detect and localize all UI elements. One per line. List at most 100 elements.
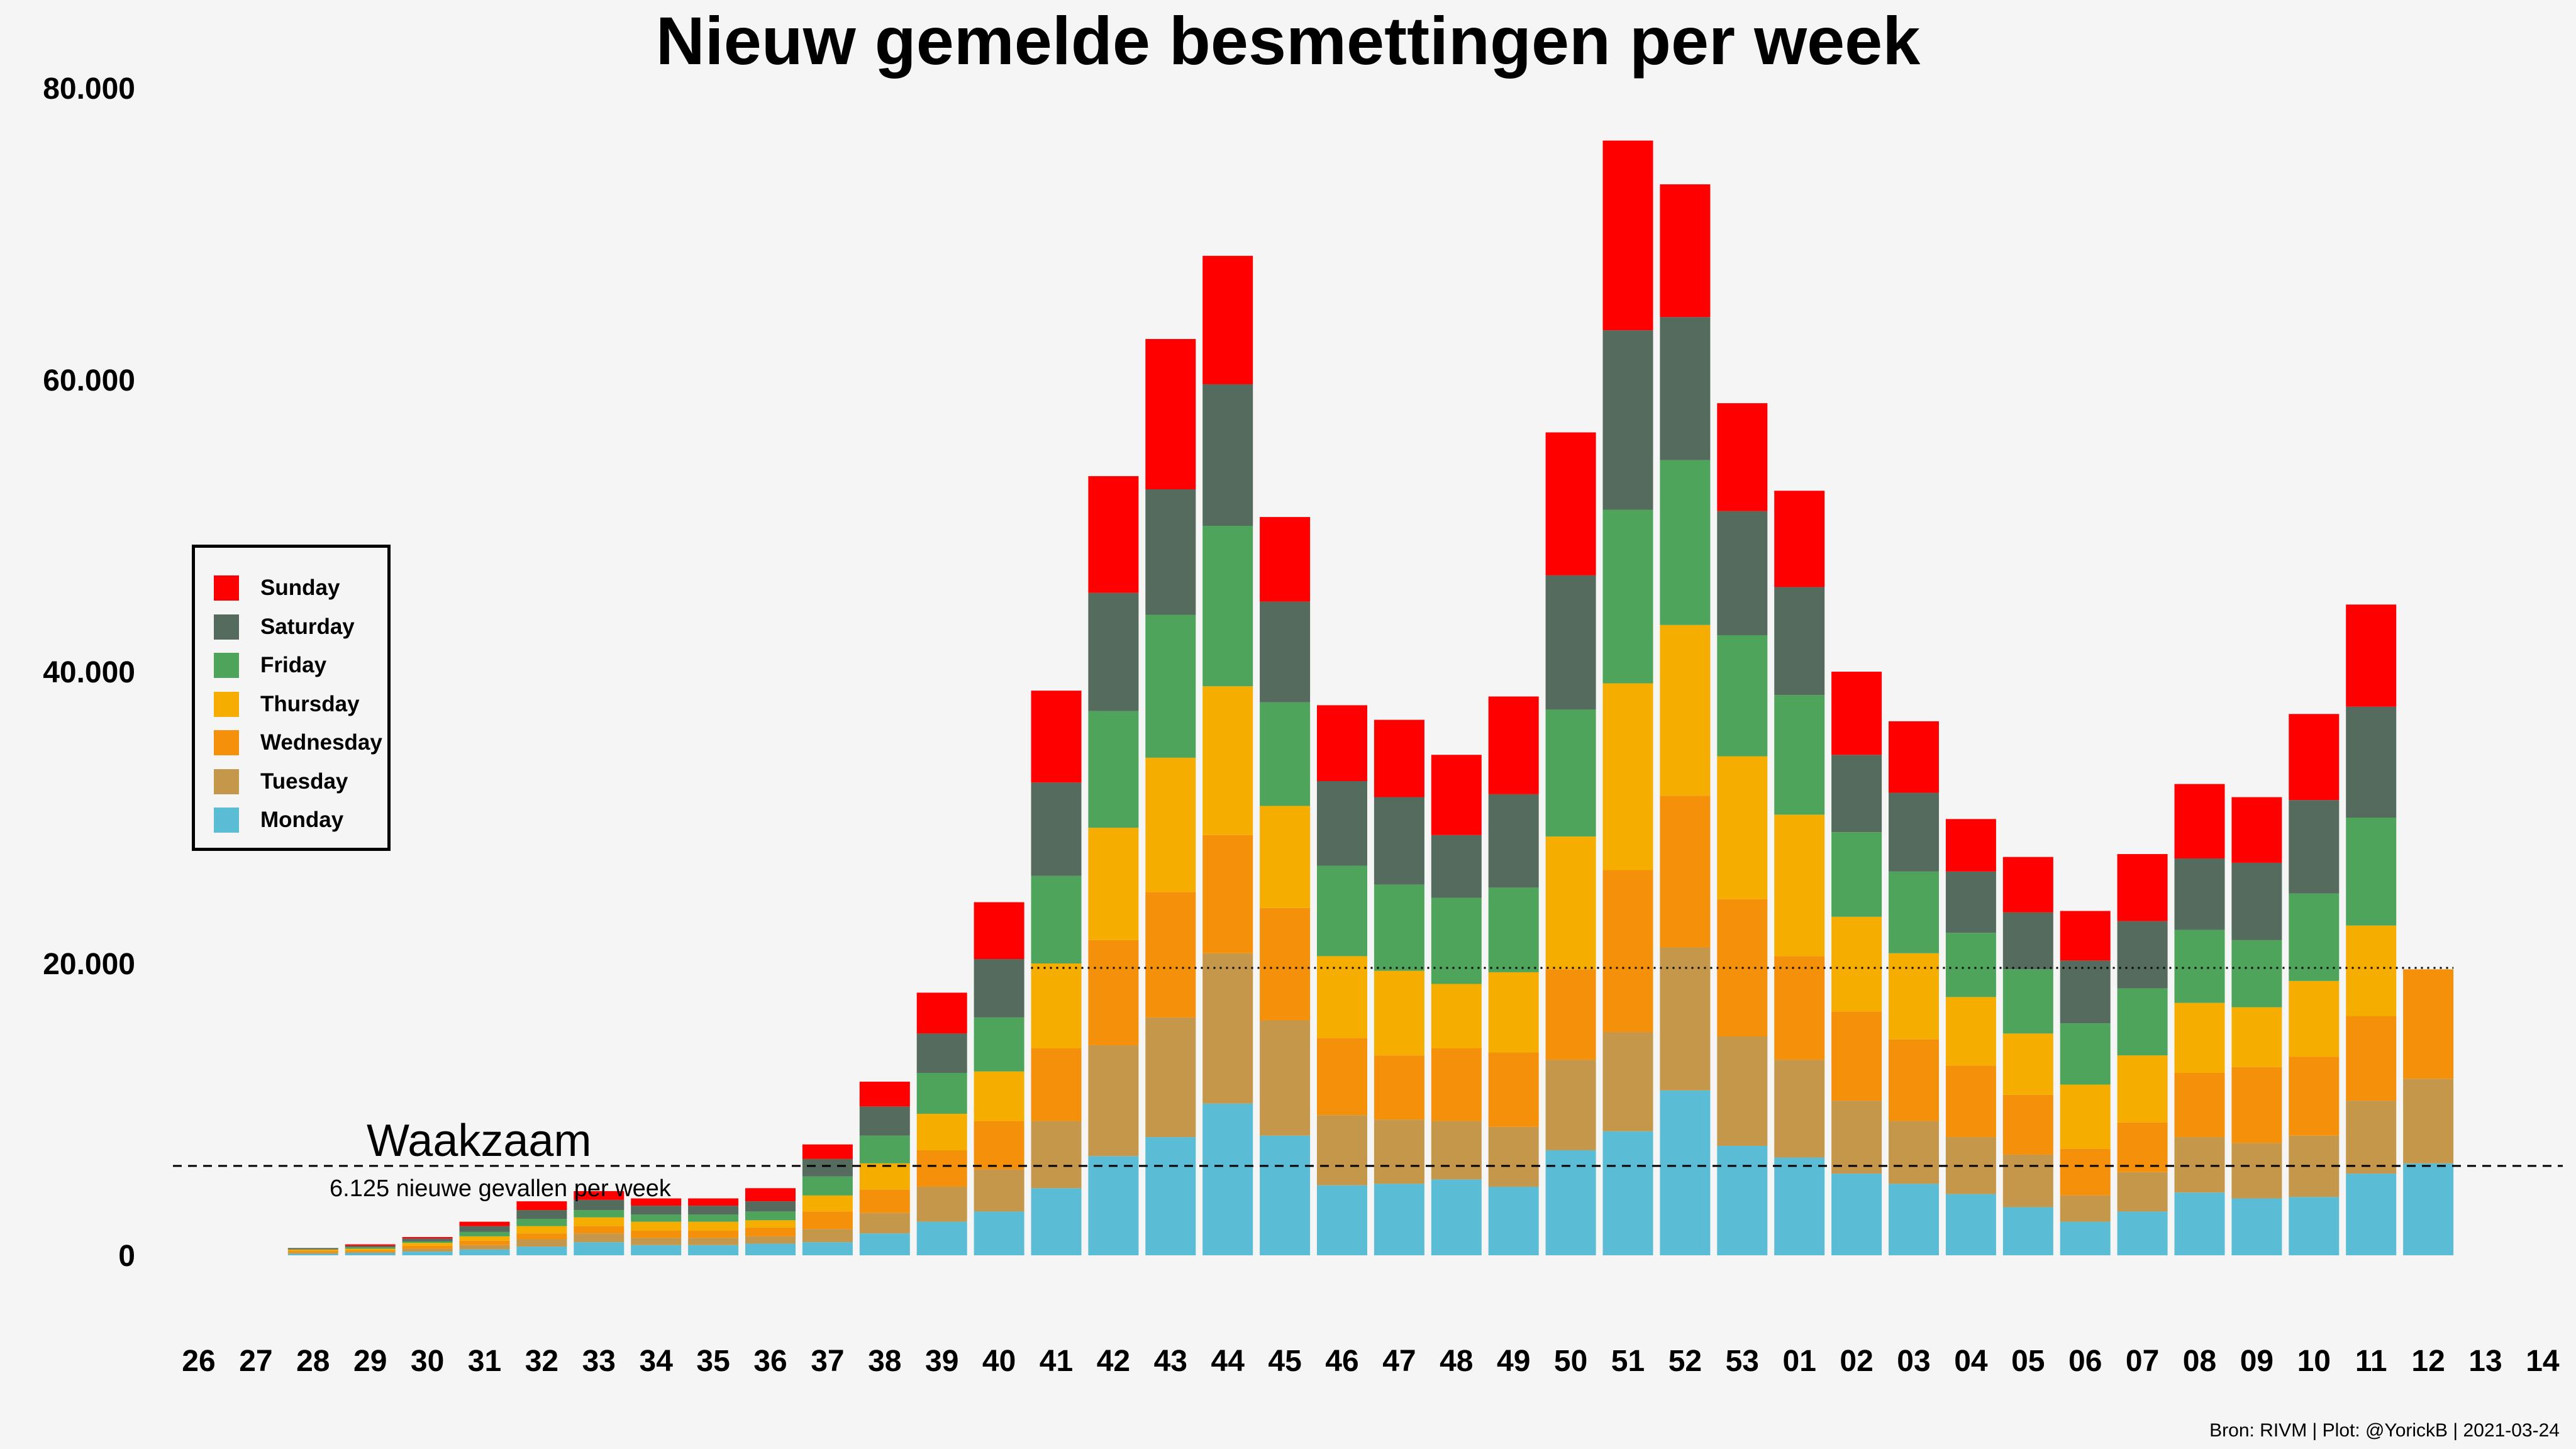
bar-segment-thursday <box>1545 836 1596 970</box>
bar-segment-tuesday <box>859 1213 910 1234</box>
bar-segment-sunday <box>2346 604 2397 707</box>
legend-swatch <box>214 575 239 601</box>
x-tick-label: 14 <box>2526 1345 2560 1378</box>
bar-segment-tuesday <box>1260 1020 1311 1136</box>
bar-segment-monday <box>631 1245 682 1255</box>
bar-segment-saturday <box>516 1210 567 1219</box>
legend-swatch <box>214 691 239 717</box>
y-tick-label: 80.000 <box>43 72 135 106</box>
bar-segment-monday <box>1431 1179 1482 1255</box>
y-axis-ticks: 0 20.000 40.000 60.000 80.000 <box>43 72 135 1273</box>
bar-segment-sunday <box>1945 819 1996 872</box>
bar-segment-monday <box>2060 1221 2111 1255</box>
bar-segment-wednesday <box>2174 1073 2225 1138</box>
bar-segment-tuesday <box>2231 1143 2282 1199</box>
bar-segment-saturday <box>1374 797 1424 885</box>
bar-segment-sunday <box>1660 184 1711 318</box>
y-tick-label: 60.000 <box>43 364 135 397</box>
bar-segment-friday <box>345 1247 396 1249</box>
bar-segment-friday <box>1317 865 1367 957</box>
bar-segment-wednesday <box>859 1189 910 1213</box>
x-tick-label: 42 <box>1097 1345 1130 1378</box>
bar-segment-saturday <box>1088 592 1139 711</box>
bar-segment-sunday <box>345 1244 396 1246</box>
bar-segment-saturday <box>2002 912 2053 970</box>
bar-segment-thursday <box>402 1243 453 1246</box>
legend-swatch <box>214 730 239 755</box>
bar-segment-sunday <box>1717 403 1768 511</box>
legend-item-friday: Friday <box>214 653 326 678</box>
bar-segment-tuesday <box>1774 1060 1825 1158</box>
x-tick-label: 50 <box>1554 1345 1587 1378</box>
bar-segment-tuesday <box>2117 1172 2168 1212</box>
bar-segment-saturday <box>2289 800 2340 894</box>
bar-segment-thursday <box>516 1226 567 1234</box>
bar-segment-tuesday <box>1317 1115 1367 1185</box>
x-tick-label: 47 <box>1382 1345 1416 1378</box>
bar-segment-tuesday <box>1717 1036 1768 1146</box>
bar-segment-sunday <box>1831 672 1882 755</box>
bar-segment-friday <box>516 1219 567 1226</box>
x-tick-label: 53 <box>1726 1345 1759 1378</box>
bar-segment-sunday <box>1374 719 1424 797</box>
bar-segment-thursday <box>574 1217 625 1226</box>
y-tick-label: 20.000 <box>43 948 135 981</box>
bar-segment-monday <box>688 1245 739 1255</box>
bar-segment-saturday <box>1774 587 1825 696</box>
bar-segment-tuesday <box>459 1245 510 1250</box>
bar-segment-saturday <box>974 959 1024 1018</box>
bar-segment-thursday <box>1431 984 1482 1048</box>
bar-segment-saturday <box>1488 794 1539 888</box>
bar-segment-thursday <box>916 1113 967 1150</box>
x-tick-label: 10 <box>2297 1345 2331 1378</box>
x-tick-label: 31 <box>468 1345 501 1378</box>
bar-segment-saturday <box>2346 706 2397 818</box>
legend-label: Sunday <box>260 575 340 600</box>
bar-segment-friday <box>1945 933 1996 997</box>
bar-segment-friday <box>2002 969 2053 1034</box>
bar-segment-sunday <box>1317 705 1367 781</box>
bar-segment-thursday <box>1145 757 1196 892</box>
bar-segment-monday <box>1831 1174 1882 1255</box>
bar-segment-tuesday <box>1602 1032 1653 1131</box>
bar-segment-wednesday <box>2346 1016 2397 1101</box>
bar-segment-thursday <box>1317 956 1367 1038</box>
bar-segment-tuesday <box>631 1238 682 1245</box>
bar-segment-saturday <box>859 1106 910 1136</box>
bar-segment-tuesday <box>1088 1045 1139 1157</box>
bar-segment-sunday <box>2174 784 2225 858</box>
x-tick-label: 46 <box>1325 1345 1358 1378</box>
bar-segment-sunday <box>859 1081 910 1107</box>
bar-segment-sunday <box>1488 696 1539 794</box>
bar-segment-friday <box>1889 871 1939 953</box>
chart-title: Nieuw gemelde besmettingen per week <box>655 3 1921 79</box>
bar-segment-friday <box>2346 818 2397 926</box>
legend-item-monday: Monday <box>214 808 343 833</box>
bar-segment-friday <box>916 1073 967 1114</box>
bar-segment-saturday <box>1831 755 1882 833</box>
bar-segment-tuesday <box>802 1229 853 1243</box>
bar-segment-friday <box>802 1176 853 1196</box>
bar-segment-sunday <box>1889 721 1939 793</box>
bar-segment-monday <box>2289 1197 2340 1255</box>
x-tick-label: 52 <box>1668 1345 1702 1378</box>
reference-line-label: Waakzaam <box>367 1116 591 1166</box>
x-tick-label: 45 <box>1268 1345 1301 1378</box>
y-tick-label: 40.000 <box>43 656 135 689</box>
bar-segment-thursday <box>2002 1033 2053 1095</box>
bar-segment-sunday <box>1088 476 1139 593</box>
bar-segment-monday <box>459 1249 510 1255</box>
bar-segment-friday <box>1260 702 1311 806</box>
x-tick-label: 06 <box>2068 1345 2102 1378</box>
bar-segment-saturday <box>2174 858 2225 930</box>
bar-segment-thursday <box>1260 806 1311 908</box>
x-tick-label: 32 <box>525 1345 558 1378</box>
bar-segment-wednesday <box>1145 892 1196 1018</box>
bar-segment-tuesday <box>1545 1060 1596 1150</box>
bar-segment-sunday <box>1431 755 1482 835</box>
bar-segment-wednesday <box>2403 969 2454 1079</box>
bar-segment-sunday <box>2289 714 2340 801</box>
bar-segment-friday <box>1088 711 1139 828</box>
bar-segment-sunday <box>1545 432 1596 575</box>
bar-segment-wednesday <box>1660 796 1711 948</box>
